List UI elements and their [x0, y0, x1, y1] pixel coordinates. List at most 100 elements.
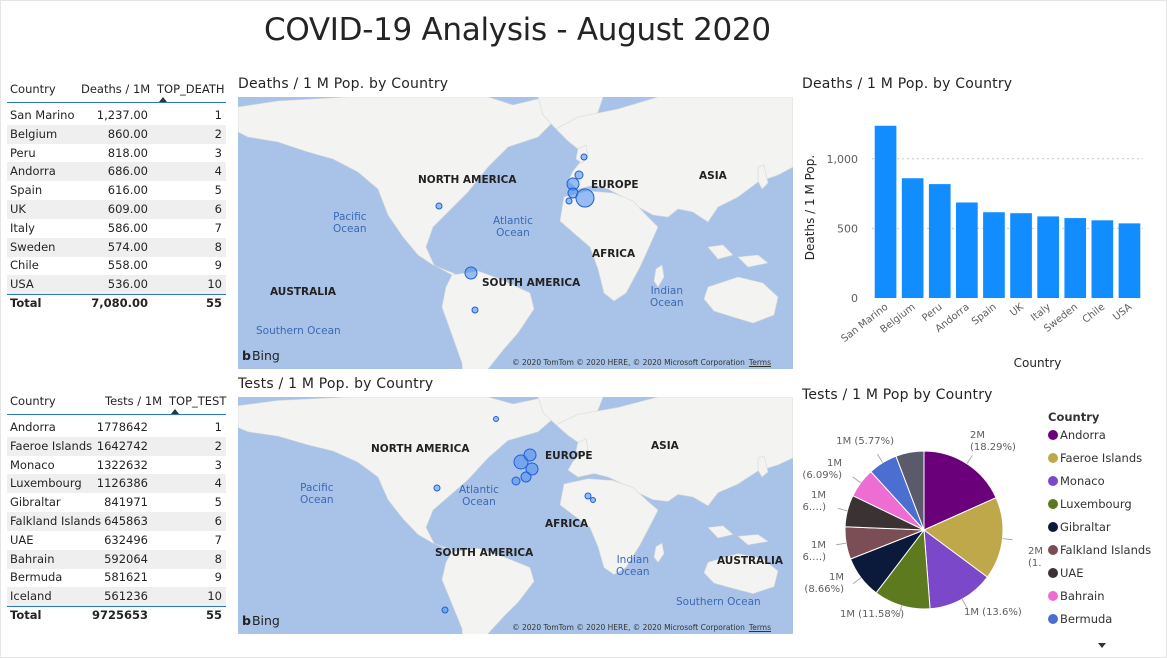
legend-label: Gibraltar — [1060, 520, 1111, 534]
legend-item[interactable]: Bermuda — [1048, 612, 1112, 626]
x-tick-label: Chile — [1081, 302, 1107, 326]
table-row[interactable]: Sweden 574.00 8 — [7, 237, 226, 257]
tests-map[interactable]: NORTH AMERICA EUROPE ASIA AFRICA SOUTH AMERI… — [238, 397, 793, 634]
table-row[interactable]: Belgium 860.00 2 — [7, 124, 226, 144]
bar[interactable] — [1064, 218, 1087, 298]
world-map-canvas[interactable] — [238, 97, 793, 369]
pie-slice[interactable] — [923, 528, 989, 610]
table-row[interactable]: Luxembourg 1126386 4 — [7, 474, 226, 494]
legend-label: UAE — [1060, 566, 1084, 580]
legend-item[interactable]: Andorra — [1048, 428, 1106, 442]
data-bubble[interactable] — [511, 476, 521, 486]
data-bubble[interactable] — [590, 497, 596, 503]
ocean-label: Atlantic Ocean — [459, 484, 499, 508]
table-row[interactable]: Gibraltar 841971 5 — [7, 493, 226, 512]
table-row[interactable]: Chile 558.00 9 — [7, 256, 226, 275]
leader-line — [837, 507, 848, 512]
legend-item[interactable]: Bahrain — [1048, 589, 1104, 603]
table-row[interactable]: Andorra 1778642 1 — [7, 418, 226, 437]
table-row[interactable]: Spain 616.00 5 — [7, 181, 226, 200]
table-header-1[interactable]: Tests / 1M — [105, 394, 163, 408]
data-bubble[interactable] — [441, 606, 449, 614]
legend-item[interactable]: Monaco — [1048, 474, 1105, 488]
deaths-map[interactable]: NORTH AMERICA EUROPE ASIA AFRICA SOUTH AMERI… — [238, 97, 793, 369]
data-label: 1M (11.58%) — [840, 609, 904, 620]
data-bubble[interactable] — [584, 492, 592, 500]
data-bubble[interactable] — [525, 462, 539, 476]
legend-label: Faeroe Islands — [1060, 451, 1143, 465]
pie-slice[interactable] — [895, 450, 925, 531]
world-map-canvas[interactable] — [238, 397, 793, 634]
sort-arrow-icon[interactable] — [171, 409, 179, 414]
table-row[interactable]: Andorra 686.00 4 — [7, 162, 226, 182]
bar[interactable] — [1010, 213, 1032, 298]
table-row[interactable]: Monaco 1322632 3 — [7, 456, 226, 475]
data-bubble[interactable] — [520, 471, 532, 483]
total-label: Total — [10, 608, 42, 622]
bar[interactable] — [928, 184, 951, 298]
table-row[interactable]: Iceland 561236 10 — [7, 587, 226, 607]
leader-line — [961, 598, 968, 609]
continent-label: SOUTH AMERICA — [435, 547, 534, 559]
data-bubble[interactable] — [523, 448, 537, 462]
legend-scroll-down-icon[interactable] — [1098, 643, 1106, 648]
sort-arrow-icon[interactable] — [159, 97, 167, 102]
tests-table[interactable]: Country Tests / 1M TOP_TEST Andorra 1778642 1… — [7, 390, 227, 630]
rank-cell: 6 — [214, 202, 222, 216]
table-row[interactable]: Bahrain 592064 8 — [7, 549, 226, 569]
rank-cell: 6 — [214, 514, 222, 528]
land-mass — [559, 190, 659, 302]
value-cell: 609.00 — [107, 202, 148, 216]
data-bubble[interactable] — [435, 202, 443, 210]
terms-link[interactable]: Terms — [748, 358, 771, 367]
land-mass — [238, 397, 559, 560]
table-header-2[interactable]: TOP_TEST — [169, 394, 227, 408]
bar[interactable] — [983, 212, 1005, 298]
data-bubble[interactable] — [464, 266, 478, 280]
bar[interactable] — [874, 125, 897, 298]
rank-cell: 5 — [214, 495, 222, 510]
table-row[interactable]: UAE 632496 7 — [7, 531, 226, 550]
table-row[interactable]: Falkland Islands 645863 6 — [7, 512, 226, 531]
table-row[interactable]: Peru 818.00 3 — [7, 144, 226, 163]
country-cell: Monaco — [10, 457, 55, 472]
legend-item[interactable]: UAE — [1048, 566, 1084, 580]
table-header-1[interactable]: Deaths / 1M — [81, 82, 151, 96]
data-bubble[interactable] — [565, 197, 573, 205]
table-row[interactable]: USA 536.00 10 — [7, 275, 226, 295]
table-header-0[interactable]: Country — [10, 82, 56, 96]
data-bubble[interactable] — [580, 153, 588, 161]
table-row[interactable]: Italy 586.00 7 — [7, 219, 226, 238]
data-bubble[interactable] — [513, 454, 529, 470]
rank-cell: 1 — [214, 108, 222, 122]
data-bubble[interactable] — [575, 188, 595, 208]
data-bubble[interactable] — [471, 306, 479, 314]
legend-item[interactable]: Faeroe Islands — [1048, 451, 1142, 465]
legend-item[interactable]: Luxembourg — [1048, 497, 1132, 511]
data-bubble[interactable] — [433, 484, 441, 492]
table-total-line — [7, 294, 226, 295]
x-axis-title: Country — [1014, 356, 1062, 370]
deaths-table[interactable]: Country Deaths / 1M TOP_DEATH San Marino 1,2… — [7, 78, 227, 318]
bar[interactable] — [1118, 223, 1141, 298]
legend-item[interactable]: Falkland Islands — [1048, 543, 1151, 557]
table-row[interactable]: San Marino 1,237.00 1 — [7, 106, 226, 125]
table-header-0[interactable]: Country — [10, 394, 56, 408]
data-bubble[interactable] — [574, 170, 584, 180]
bar[interactable] — [1091, 220, 1114, 298]
terms-link[interactable]: Terms — [748, 623, 771, 632]
table-row[interactable]: Faeroe Islands 1642742 2 — [7, 436, 226, 456]
table-row[interactable]: Bermuda 581621 9 — [7, 568, 226, 587]
table-header-2[interactable]: TOP_DEATH — [157, 82, 225, 96]
bar[interactable] — [1037, 216, 1059, 298]
table-row[interactable]: UK 609.00 6 — [7, 200, 226, 219]
bar[interactable] — [901, 178, 924, 298]
pie-slice[interactable] — [923, 450, 997, 531]
tests-pie-chart[interactable]: 2M(18.29%) 2M(1… 1M (13.6%) 1M (11.58%) 1M(8… — [802, 410, 1042, 635]
bar[interactable] — [956, 202, 978, 298]
legend-item[interactable]: Gibraltar — [1048, 520, 1111, 534]
data-bubble[interactable] — [493, 416, 499, 422]
rank-cell: 4 — [214, 164, 222, 179]
leader-line — [852, 577, 862, 585]
